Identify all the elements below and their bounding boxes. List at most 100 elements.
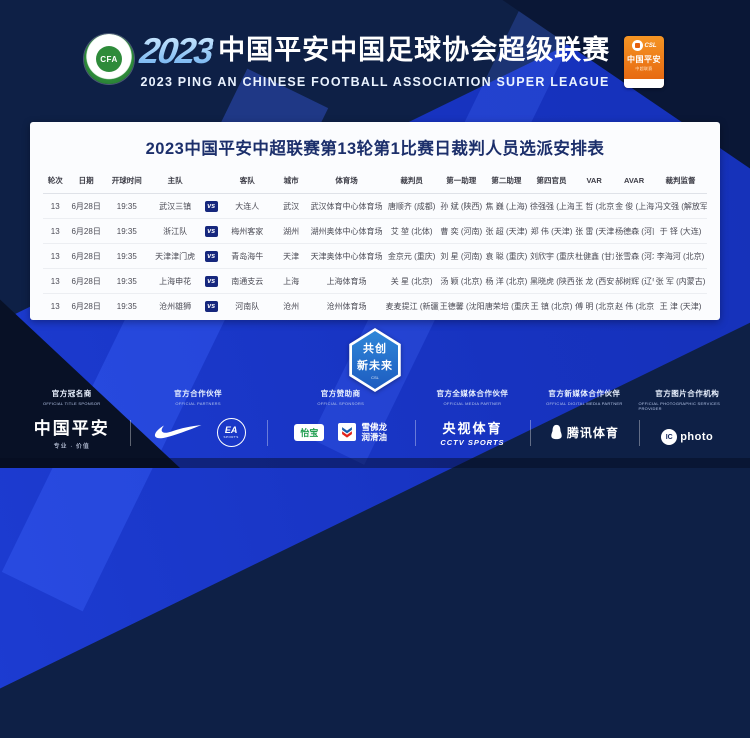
match-row: 13 6月28日 19:35 上海申花 vs 南通支云 上海 上海体育场关 星 (北京) 汤 颖… [43, 268, 707, 294]
cell-var: 杜健鑫 (甘肃) [574, 243, 615, 269]
sponsor-label-cn: 官方图片合作机构 [655, 389, 720, 398]
col-header: 裁判监督 [654, 167, 707, 194]
csl-logo-strip [624, 79, 664, 88]
nike-swoosh-icon [154, 424, 202, 438]
league-title-block: 2023 中国平安中国足球协会超级联赛 2023 PING AN CHINESE … [137, 28, 610, 89]
cell-fourth: 刘欣宇 (重庆) [528, 243, 575, 269]
cctv-sports-logo: 央视体育 CCTV SPORTS [440, 420, 505, 447]
cell-away: 大连人 [220, 193, 274, 219]
cell-var: 傅 明 (北京) [575, 301, 615, 311]
badge-sub: CSL [371, 375, 379, 380]
badge-line2: 新未来 [357, 360, 393, 372]
tencent-sports-logo: 腾讯体育 [550, 424, 619, 441]
col-header: 城市 [273, 167, 309, 194]
cell-stadium: 湖州奥体中心体育场 [308, 218, 385, 244]
cell-away: 河南队 [235, 301, 260, 311]
col-header: 日期 [67, 167, 105, 194]
cell-round: 13 [43, 193, 68, 219]
cell-away: 南通支云 [220, 268, 274, 294]
cell-fourth: 王 镇 (北京) [530, 301, 573, 311]
cell-home: 天津津门虎 [148, 243, 202, 269]
csl-logo-sub: 中超联赛 [635, 66, 653, 71]
table-head: 轮次 日期 开球时间 主队 客队 城市 体育场 裁判员 第一助理 第二助理 第四官员 VAR AVAR 裁… [43, 167, 707, 194]
cell-time: 19:35 [104, 268, 149, 294]
cell-round: 13 [50, 301, 60, 311]
page-header: CFA 2023 中国平安中国足球协会超级联赛 2023 PING AN CHIN… [0, 0, 750, 118]
sponsor-group-partners: 官方合作伙伴 OFFICIAL PARTNERS EA SPORTS [129, 388, 267, 462]
csl-logo: CSL 中国平安 中超联赛 [624, 36, 664, 88]
cell-ar1: 曹 奕 (河南) [438, 218, 484, 244]
sponsor-label-cn: 官方全媒体合作伙伴 [436, 389, 509, 398]
col-header: VAR [574, 167, 615, 194]
sponsor-label-en: OFFICIAL PHOTOGRAPHIC SERVICES PROVIDER [638, 401, 721, 411]
footer-divider [129, 420, 131, 446]
col-header-vs [201, 167, 221, 194]
badge-line1: 共创 [363, 343, 387, 355]
ea-sports-logo: EA SPORTS [216, 417, 246, 447]
cell-round: 13 [43, 268, 68, 294]
col-header: AVAR [614, 167, 655, 194]
cell-supervisor: 冯文强 (解放军) [654, 193, 707, 219]
title-english: 2023 PING AN CHINESE FOOTBALL ASSOCIATIO… [140, 75, 610, 89]
cell-time: 19:35 [104, 193, 149, 219]
icphoto-logo: IC photo [661, 429, 713, 445]
cell-avar: 郝树辉 (辽宁) [614, 268, 655, 294]
cell-supervisor: 王 津 (天津) [659, 301, 702, 311]
chevron-logo: 雪佛龙 润滑油 [338, 422, 387, 442]
csl-logo-csl: CSL [644, 42, 657, 49]
col-header: 开球时间 [104, 167, 149, 194]
match-row: 13 6月28日 19:35 沧州雄狮 vs 河南队 沧州 沧州体育场 麦麦提江 (新疆) 王德馨… [43, 294, 707, 319]
campaign-hex-badge: 共创 新未来 CSL [347, 328, 403, 392]
table-body: 13 6月28日 19:35 武汉三镇 vs 大连人 武汉 武汉体育中心体育场 唐顺齐 (成都)… [43, 193, 707, 319]
match-row: 13 6月28日 19:35 天津津门虎 vs 青岛海牛 天津 天津奥体中心体育场 金京元 (重… [43, 243, 707, 269]
cell-home: 武汉三镇 [148, 193, 202, 219]
cell-time: 19:35 [104, 218, 149, 244]
cell-date: 6月28日 [71, 301, 101, 311]
csl-logo-brand: 中国平安 [627, 55, 661, 64]
footer-divider [530, 420, 532, 446]
cell-supervisor: 于 铎 (大连) [654, 218, 707, 244]
cell-referee: 金京元 (重庆) [384, 243, 439, 269]
pingan-logo: 中国平安 专业 · 价值 [33, 419, 110, 450]
cell-fourth: 黑晓虎 (陕西) [528, 268, 575, 294]
sponsor-group-photo: 官方图片合作机构 OFFICIAL PHOTOGRAPHIC SERVICES … [638, 388, 736, 462]
match-row: 13 6月28日 19:35 浙江队 vs 梅州客家 湖州 湖州奥体中心体育场艾 堃 (北体)… [43, 218, 707, 244]
cestbon-logo: 怡宝 [294, 423, 325, 441]
sponsor-label-en: OFFICIAL MEDIA PARTNER [443, 401, 502, 406]
cell-round: 13 [43, 218, 68, 244]
referee-assignment-card: 2023中国平安中超联赛第13轮第1比赛日裁判人员选派安排表 轮次 日期 开球时间主… [30, 122, 720, 320]
col-header: 体育场 [308, 167, 385, 194]
cell-referee: 麦麦提江 (新疆) [385, 301, 439, 311]
cell-ar2: 张 超 (天津) [483, 218, 529, 244]
cell-stadium: 沧州体育场 [326, 301, 367, 311]
sponsor-label-cn: 官方新媒体合作伙伴 [548, 389, 621, 398]
cell-date: 6月28日 [67, 243, 105, 269]
cell-city: 天津 [273, 243, 309, 269]
cell-home: 沧州雄狮 [159, 301, 192, 311]
cell-fourth: 郑 伟 (天津) [528, 218, 575, 244]
cell-var: 王 哲 (北京) [574, 193, 615, 219]
cell-stadium: 上海体育场 [308, 268, 385, 294]
footer-divider [414, 420, 416, 446]
footer-divider [266, 420, 268, 446]
cell-ar2: 唐荣培 (重庆) [484, 301, 529, 311]
title-year: 2023 [137, 30, 216, 71]
cell-supervisor: 张 军 (内蒙古) [654, 268, 707, 294]
cell-ar2: 杨 洋 (北京) [483, 268, 529, 294]
sponsor-label-cn: 官方冠名商 [51, 389, 92, 398]
match-row: 13 6月28日 19:35 武汉三镇 vs 大连人 武汉 武汉体育中心体育场 唐顺齐 (成都)… [43, 193, 707, 219]
table-title: 2023中国平安中超联赛第13轮第1比赛日裁判人员选派安排表 [145, 140, 605, 158]
vs-cell: vs [201, 268, 221, 294]
cell-referee: 关 星 (北京) [384, 268, 439, 294]
cell-avar: 赵 伟 (北京) [615, 301, 655, 311]
cfa-logo-text: CFA [96, 46, 122, 72]
cell-round: 13 [43, 243, 68, 269]
col-header: 客队 [220, 167, 274, 194]
cell-avar: 金 俊 (上海) [614, 193, 655, 219]
footer-divider [638, 420, 640, 446]
cell-date: 6月28日 [67, 218, 105, 244]
cell-time: 19:35 [104, 243, 149, 269]
cell-home: 上海申花 [148, 268, 202, 294]
cell-city: 上海 [273, 268, 309, 294]
vs-badge: vs [204, 250, 218, 262]
